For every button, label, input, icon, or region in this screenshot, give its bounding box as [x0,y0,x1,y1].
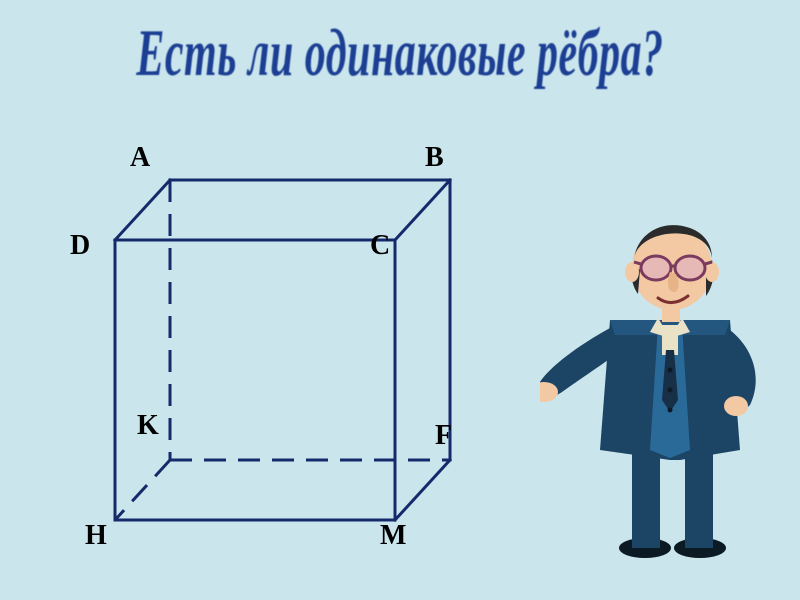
vertex-label-a: A [130,142,150,174]
title-area: Есть ли одинаковые рёбра? [0,30,800,78]
vertex-label-h: H [85,520,107,552]
vertex-label-f: F [435,420,452,452]
cube-svg [75,160,495,560]
vertex-label-d: D [70,230,90,262]
teacher-svg [540,200,780,560]
slide-title: Есть ли одинаковые рёбра? [136,16,663,93]
vertex-label-m: M [380,520,406,552]
vertex-label-k: K [137,410,159,442]
vertex-label-c: C [370,230,390,262]
teacher-illustration [540,200,780,560]
vertex-label-b: B [425,142,444,174]
cube-diagram: A B C D K F M H [75,160,495,560]
slide-stage: { "title": { "text": "Есть ли одинаковые… [0,0,800,600]
